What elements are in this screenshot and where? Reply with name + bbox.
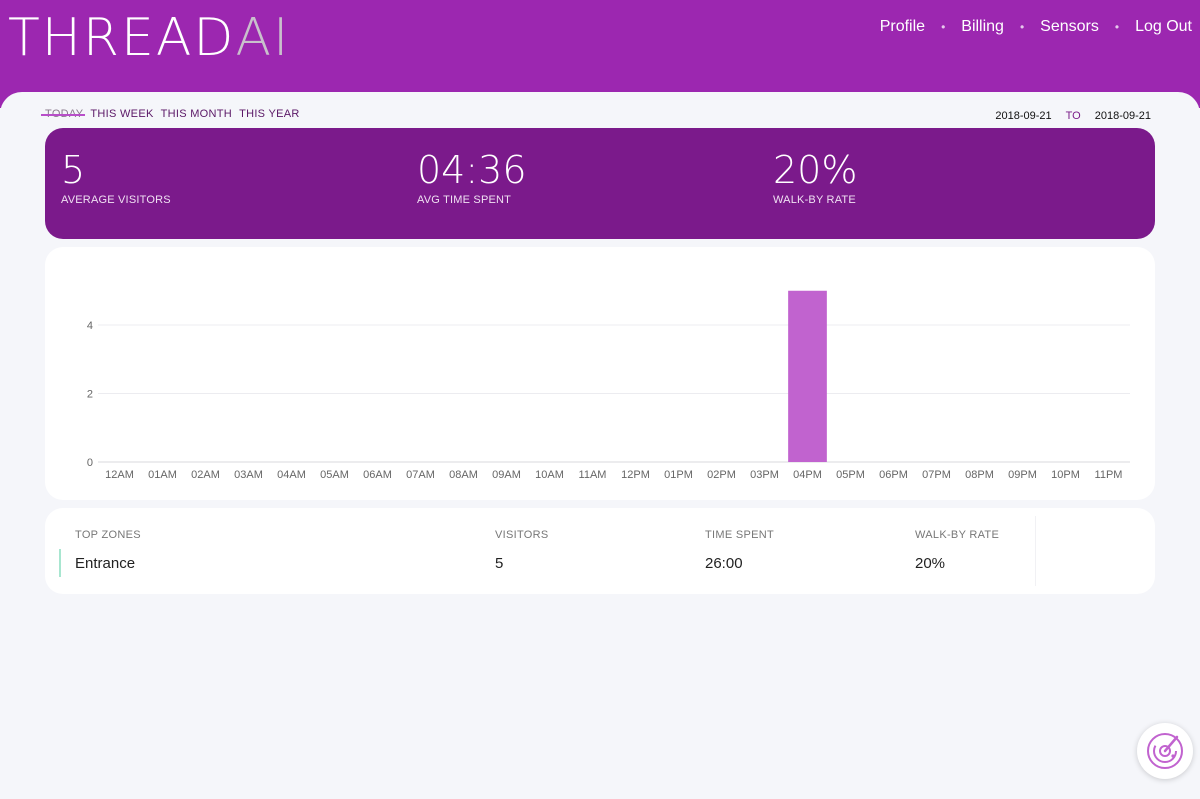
stat-average-visitors: 5 AVERAGE VISITORS — [61, 148, 171, 206]
y-tick-label: 0 — [87, 457, 93, 469]
x-tick-label: 05PM — [836, 469, 865, 481]
x-tick-label: 12AM — [105, 469, 134, 481]
logo-ai-suffix: AI — [235, 8, 291, 68]
stat-label: AVG TIME SPENT — [417, 194, 512, 206]
nav-separator: • — [1114, 20, 1120, 34]
top-zones-table: TOP ZONES VISITORS TIME SPENT WALK-BY RA… — [45, 508, 1155, 594]
radar-button[interactable] — [1137, 723, 1193, 779]
visitors-chart-card: 0 2 4 12AM 01AM 02AM 03AM 04AM 05AM 06AM 07AM 08AM 0… — [45, 247, 1155, 500]
x-tick-label: 11AM — [579, 469, 607, 481]
table-divider — [1035, 516, 1036, 586]
stat-value: 04:36 — [417, 148, 527, 192]
x-tick-label: 06AM — [363, 469, 392, 481]
col-header-time-spent: TIME SPENT — [705, 529, 775, 541]
stat-avg-time-spent: 04:36 AVG TIME SPENT — [417, 148, 527, 206]
tab-this-week[interactable]: THIS WEEK — [90, 108, 154, 120]
x-tick-label: 11PM — [1095, 469, 1123, 481]
x-tick-label: 10PM — [1051, 469, 1080, 481]
stat-value: 5 — [61, 148, 86, 192]
nav-separator: • — [1019, 20, 1025, 34]
x-tick-label: 02AM — [191, 469, 220, 481]
top-nav: Profile • Billing • Sensors • Log Out — [880, 18, 1192, 36]
nav-separator: • — [941, 20, 946, 34]
app-header: THREAD AI Profile • Billing • Sensors • L… — [0, 0, 1200, 108]
zone-visitors: 5 — [495, 555, 504, 572]
x-tick-label: 08PM — [965, 469, 994, 481]
date-range: 2018-09-21 TO 2018-09-21 — [995, 110, 1151, 122]
stat-value: 20% — [773, 148, 858, 192]
y-tick-label: 2 — [87, 389, 93, 401]
zone-name[interactable]: Entrance — [75, 555, 136, 572]
nav-sensors[interactable]: Sensors — [1040, 18, 1099, 35]
x-tick-label: 08AM — [449, 469, 478, 481]
stat-label: AVERAGE VISITORS — [61, 194, 171, 206]
x-tick-label: 10AM — [535, 469, 564, 481]
x-tick-label: 05AM — [320, 469, 349, 481]
zone-time-spent: 26:00 — [705, 555, 743, 572]
x-tick-label: 03PM — [750, 469, 779, 481]
x-tick-label: 09AM — [492, 469, 521, 481]
x-tick-label: 03AM — [234, 469, 263, 481]
nav-logout[interactable]: Log Out — [1135, 18, 1192, 35]
nav-profile[interactable]: Profile — [879, 18, 926, 35]
x-tick-label: 01AM — [148, 469, 177, 481]
x-tick-label: 07AM — [406, 469, 435, 481]
x-tick-label: 06PM — [879, 469, 908, 481]
main-content: TODAY THIS WEEK THIS MONTH THIS YEAR 201… — [0, 92, 1200, 799]
x-tick-label: 04PM — [793, 469, 822, 481]
visitors-bar-chart: 0 2 4 12AM 01AM 02AM 03AM 04AM 05AM 06AM 07AM 08AM 0… — [87, 290, 1130, 481]
logo-wordmark: THREAD — [8, 8, 236, 68]
x-tick-label: 12PM — [621, 469, 650, 481]
chart-bar[interactable] — [788, 290, 827, 462]
col-header-walk-by-rate: WALK-BY RATE — [915, 529, 1000, 541]
tab-today[interactable]: TODAY — [40, 108, 86, 120]
tab-this-month[interactable]: THIS MONTH — [160, 108, 233, 120]
col-header-visitors: VISITORS — [495, 529, 549, 541]
x-tick-label: 09PM — [1008, 469, 1037, 481]
x-tick-label: 01PM — [664, 469, 693, 481]
range-tabs: TODAY THIS WEEK THIS MONTH THIS YEAR — [40, 108, 300, 120]
x-tick-label: 02PM — [707, 469, 736, 481]
app-logo[interactable]: THREAD AI — [8, 12, 290, 64]
row-marker — [59, 549, 61, 577]
zone-walk-by: 20% — [915, 555, 946, 572]
stat-walk-by-rate: 20% WALK-BY RATE — [773, 148, 857, 206]
x-tick-label: 07PM — [922, 469, 951, 481]
date-to[interactable]: 2018-09-21 — [1094, 110, 1151, 122]
date-to-label: TO — [1065, 110, 1081, 122]
x-tick-label: 04AM — [277, 469, 306, 481]
date-from[interactable]: 2018-09-21 — [995, 110, 1052, 122]
stat-label: WALK-BY RATE — [773, 194, 856, 206]
col-header-top-zones: TOP ZONES — [75, 529, 141, 541]
y-tick-label: 4 — [87, 320, 93, 332]
stats-panel: 5 AVERAGE VISITORS 04:36 AVG TIME SPENT … — [45, 128, 1155, 239]
tab-this-year[interactable]: THIS YEAR — [239, 108, 300, 120]
nav-billing[interactable]: Billing — [961, 18, 1004, 35]
radar-icon — [1147, 733, 1183, 769]
